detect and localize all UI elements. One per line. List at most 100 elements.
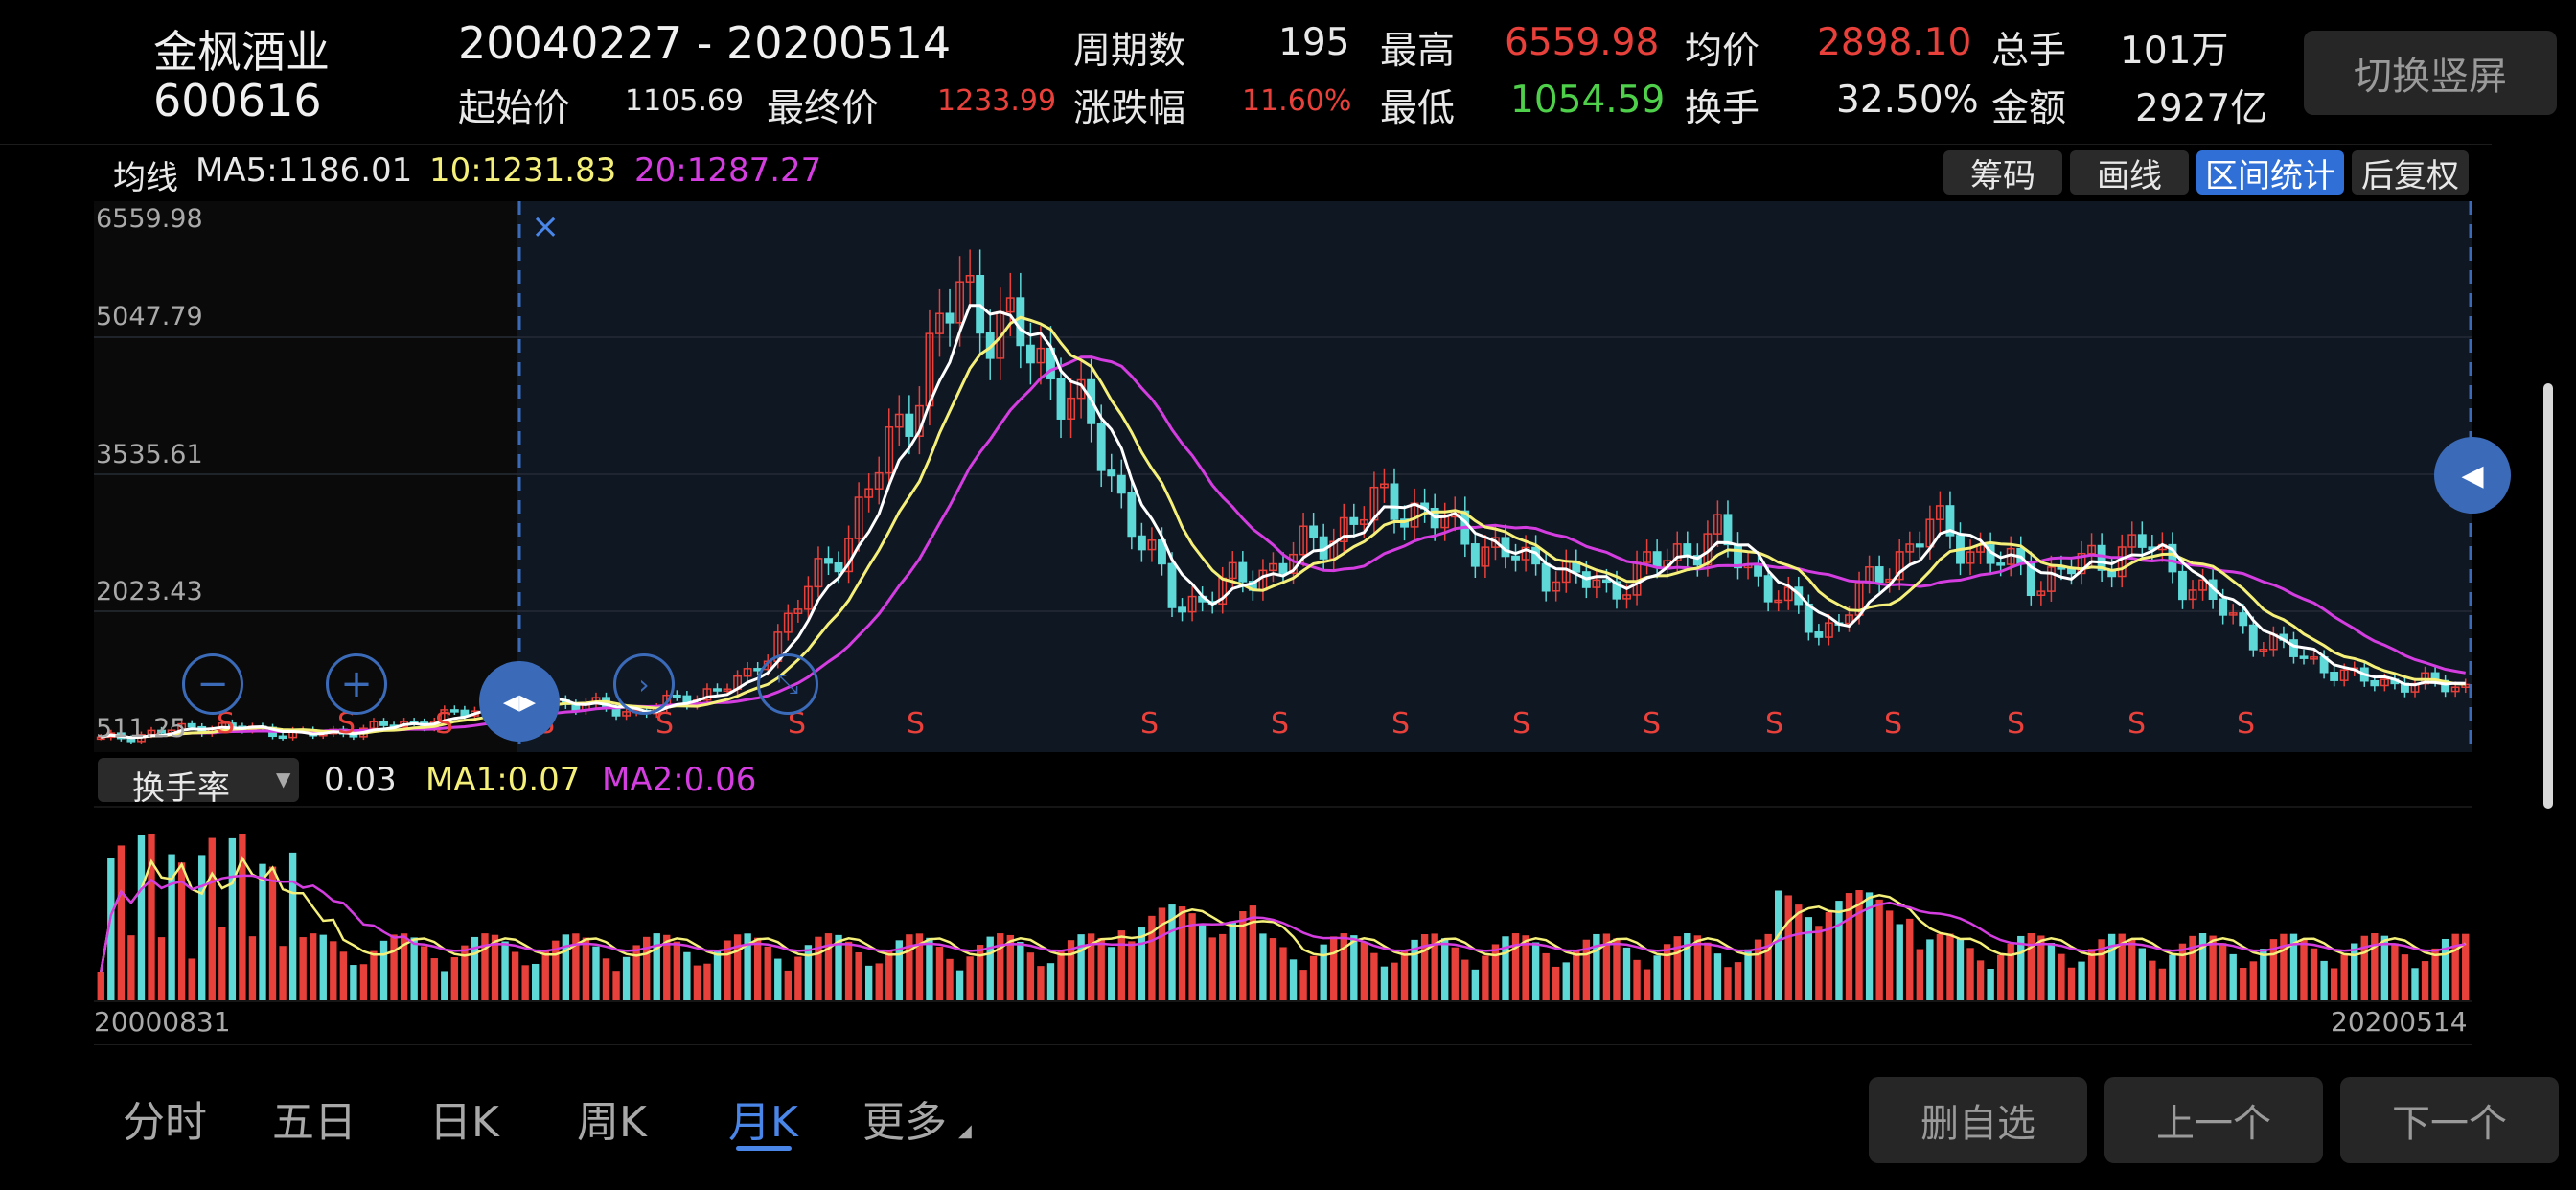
turnover-bar <box>1400 950 1409 1000</box>
candle <box>1541 562 1551 592</box>
candle <box>1945 505 1955 537</box>
turnover-bar <box>1562 962 1570 1000</box>
candle <box>743 668 752 677</box>
turnover-bar <box>1664 944 1671 1000</box>
collapse-icon[interactable]: ⤡ <box>757 653 818 715</box>
candle <box>1390 483 1399 520</box>
zoom-out-icon[interactable]: − <box>182 653 243 715</box>
candle <box>2248 624 2258 651</box>
zoom-in-icon[interactable]: + <box>326 653 387 715</box>
indicator-select[interactable]: 换手率 ▼ <box>98 758 299 808</box>
range-end-handle-icon[interactable]: ◀ <box>2434 437 2511 514</box>
remove-watchlist-button[interactable]: 删自选 <box>1869 1077 2087 1163</box>
periods-value: 195 <box>1278 21 1350 64</box>
candle <box>157 729 166 734</box>
candle <box>894 413 904 428</box>
turnover-bar <box>2149 960 2156 1000</box>
start-date-label: 20000831 <box>94 1006 231 1038</box>
candle <box>2198 579 2208 591</box>
previous-button[interactable]: 上一个 <box>2104 1077 2323 1163</box>
candle <box>1339 516 1348 542</box>
candle <box>2128 534 2137 548</box>
candle <box>1167 562 1177 608</box>
turnover-bar <box>2017 935 2025 1000</box>
price-chart[interactable]: × <box>0 192 2576 757</box>
turnover-bar <box>330 941 337 1000</box>
turnover-chart[interactable] <box>0 805 2576 1006</box>
tab-intraday[interactable]: 分时 <box>123 1098 207 1147</box>
indicator-ma2: MA2:0.06 <box>602 761 757 799</box>
turnover-bar <box>541 950 549 1000</box>
candle <box>1158 539 1166 565</box>
tab-more[interactable]: 更多 <box>862 1098 947 1147</box>
candle <box>96 736 105 741</box>
change-label: 涨跌幅 <box>1073 87 1186 130</box>
candle <box>2046 566 2056 592</box>
vertical-scrollbar[interactable] <box>2543 383 2553 809</box>
turnover-bar <box>2158 968 2167 1000</box>
price-axis-label: 3535.61 <box>96 440 203 469</box>
interval-stats-button[interactable]: 区间统计 <box>2196 150 2344 195</box>
turnover-bar <box>1128 941 1136 1000</box>
turnover-bar <box>2198 933 2207 1000</box>
candle <box>1511 555 1520 561</box>
turnover-bar <box>1249 905 1257 1000</box>
turnover-bar <box>441 971 448 1000</box>
turnover-bar <box>1865 892 1874 1000</box>
close-range-icon: × <box>531 207 560 246</box>
turnover-bar <box>1613 938 1621 1000</box>
turnover-bar <box>2300 938 2308 1000</box>
range-start-handle-icon[interactable]: ◂▸ <box>479 661 560 742</box>
turnover-bar <box>1764 933 1772 1000</box>
candle <box>1652 551 1662 568</box>
back-adjusted-button[interactable]: 后复权 <box>2352 150 2469 195</box>
stock-code: 600616 <box>153 75 322 126</box>
turnover-ma2-line <box>100 874 2466 973</box>
tab-five-day[interactable]: 五日 <box>272 1098 356 1147</box>
candle <box>449 709 459 713</box>
s-marker: S <box>1765 707 1784 741</box>
turnover-bar <box>1724 967 1732 1000</box>
turnover-bar <box>844 941 853 1000</box>
switch-portrait-button[interactable]: 切换竖屏 <box>2304 31 2557 115</box>
turnover-bar <box>248 936 257 1000</box>
turnover-bar <box>1673 936 1681 1000</box>
turnover-bar <box>2411 968 2419 1000</box>
s-marker: S <box>656 707 675 741</box>
turnover-bar <box>2067 967 2076 1000</box>
turnover-bar <box>461 945 469 1000</box>
turnover-bar <box>815 936 822 1000</box>
tab-daily-k[interactable]: 日K <box>429 1098 499 1147</box>
move-right-icon[interactable]: › <box>613 653 675 715</box>
more-arrow-icon: ◢ <box>958 1121 972 1141</box>
tab-monthly-k[interactable]: 月K <box>728 1098 798 1147</box>
turnover-bar <box>886 950 893 1000</box>
turnover-bar <box>1643 969 1651 1000</box>
candle <box>2450 686 2460 693</box>
turnover-bar <box>268 866 277 1000</box>
turnover-bar <box>1693 935 1702 1000</box>
candle <box>2310 656 2318 660</box>
chips-button[interactable]: 筹码 <box>1944 150 2062 195</box>
turnover-bar <box>450 957 459 1000</box>
turnover-bar <box>1279 947 1287 1000</box>
next-button[interactable]: 下一个 <box>2340 1077 2559 1163</box>
turnover-bar <box>2189 935 2196 1000</box>
candle <box>1359 518 1368 525</box>
turnover-bar <box>1916 949 1924 1000</box>
candle <box>1692 555 1702 566</box>
turnover-bar <box>1744 949 1752 1000</box>
candle <box>2370 679 2380 687</box>
draw-line-button[interactable]: 画线 <box>2070 150 2189 195</box>
turnover-bar <box>602 958 610 1000</box>
turnover-bar <box>2047 943 2056 1000</box>
turnover-bar <box>1482 955 1489 1000</box>
turnover-bar <box>2351 943 2358 1000</box>
turnover-bar <box>2371 933 2379 1000</box>
tab-weekly-k[interactable]: 周K <box>577 1098 647 1147</box>
candle <box>380 721 388 726</box>
turnover-bar <box>339 951 348 1000</box>
turnover-bar <box>2128 938 2136 1000</box>
turnover-bar <box>471 936 479 1000</box>
turnover-bar <box>2229 953 2237 1000</box>
